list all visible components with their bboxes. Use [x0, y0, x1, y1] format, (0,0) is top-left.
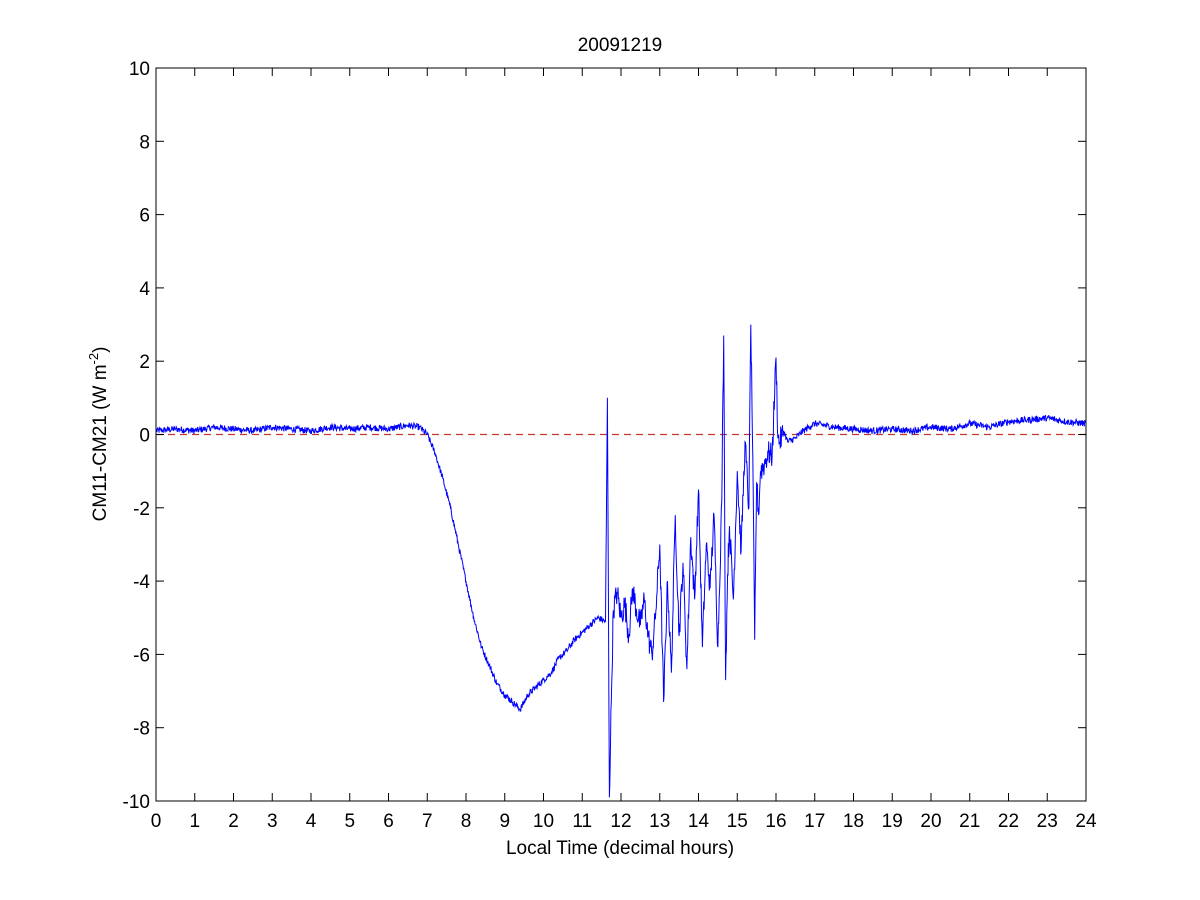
x-tick-label: 7	[422, 811, 433, 832]
x-tick-label: 8	[461, 811, 472, 832]
x-tick-label: 16	[765, 811, 786, 832]
y-axis-label: CM11-CM21 (W m-2)	[86, 347, 111, 522]
x-tick-label: 10	[533, 811, 554, 832]
x-tick-label: 19	[882, 811, 903, 832]
x-tick-label: 0	[151, 811, 162, 832]
y-axis-label-end: )	[90, 347, 111, 353]
y-axis-label-superscript: -2	[86, 353, 101, 365]
y-tick-label: 10	[129, 59, 150, 80]
y-tick-label: 0	[139, 426, 150, 447]
y-tick-label: -6	[133, 645, 150, 666]
x-tick-label: 1	[189, 811, 200, 832]
x-tick-label: 18	[843, 811, 864, 832]
series-line-0	[155, 324, 1087, 798]
y-tick-label: 2	[139, 352, 150, 373]
x-tick-label: 2	[228, 811, 239, 832]
y-tick-label: 8	[139, 132, 150, 153]
x-tick-label: 21	[959, 811, 980, 832]
x-tick-label: 17	[804, 811, 825, 832]
plot-area: 0 1 2 3 4 5 6 7 8 9 10 11 12 13 14 15 16 17 18 19 20 21 22 23 24…	[123, 59, 1097, 832]
chart-title: 20091219	[578, 35, 663, 56]
x-tick-label: 12	[610, 811, 631, 832]
y-tick-label: -2	[133, 499, 150, 520]
y-axis-label-main: CM11-CM21 (W m	[90, 364, 111, 521]
x-tick-label: 14	[688, 811, 710, 832]
x-tick-label: 5	[344, 811, 355, 832]
y-tick-label: -10	[123, 792, 150, 813]
x-tick-label: 6	[383, 811, 394, 832]
y-tick-label: 4	[139, 279, 150, 300]
x-tick-label: 20	[920, 811, 941, 832]
x-tick-label: 4	[306, 811, 317, 832]
x-tick-label: 23	[1037, 811, 1058, 832]
x-tick-label: 13	[649, 811, 670, 832]
x-tick-label: 11	[572, 811, 592, 832]
x-tick-label: 24	[1075, 811, 1097, 832]
x-tick-label: 15	[727, 811, 748, 832]
y-tick-label: -4	[133, 572, 150, 593]
x-axis-label: Local Time (decimal hours)	[506, 838, 734, 859]
y-tick-label: 6	[139, 206, 150, 227]
x-tick-label: 22	[998, 811, 1019, 832]
x-tick-label: 9	[499, 811, 510, 832]
x-tick-label: 3	[267, 811, 278, 832]
y-tick-label: -8	[133, 719, 150, 740]
